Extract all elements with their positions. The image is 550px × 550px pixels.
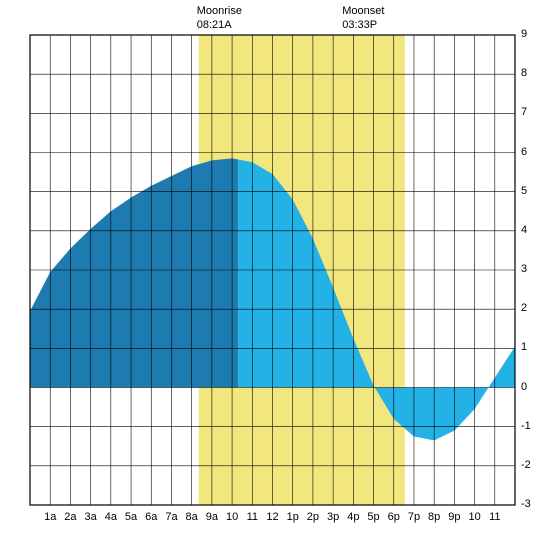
y-tick-label: -3 [521,498,541,510]
tide-chart: Moonrise 08:21A Moonset 03:33P -3-2-1012… [0,0,550,550]
x-tick-label: 1a [44,511,56,523]
moonrise-label: Moonrise [197,4,242,18]
x-tick-label: 10 [226,511,238,523]
x-tick-label: 5p [367,511,379,523]
y-tick-label: 0 [521,381,541,393]
x-tick-label: 12 [266,511,278,523]
x-tick-label: 8p [428,511,440,523]
x-tick-label: 4p [347,511,359,523]
y-tick-label: -1 [521,420,541,432]
x-tick-label: 1p [287,511,299,523]
x-tick-label: 2a [64,511,76,523]
x-tick-label: 9a [206,511,218,523]
x-tick-label: 8a [186,511,198,523]
chart-svg [0,0,550,550]
y-tick-label: 7 [521,106,541,118]
y-tick-label: 5 [521,185,541,197]
x-tick-label: 6p [388,511,400,523]
moonrise-annotation: Moonrise 08:21A [197,4,242,33]
x-tick-label: 7p [408,511,420,523]
y-tick-label: 2 [521,302,541,314]
y-tick-label: 8 [521,67,541,79]
moonset-label: Moonset [342,4,384,18]
y-tick-label: 3 [521,263,541,275]
x-tick-label: 4a [105,511,117,523]
x-tick-label: 11 [489,511,500,523]
y-tick-label: -2 [521,459,541,471]
x-tick-label: 3a [85,511,97,523]
x-tick-label: 3p [327,511,339,523]
x-tick-label: 6a [145,511,157,523]
moonset-annotation: Moonset 03:33P [342,4,384,33]
x-tick-label: 9p [448,511,460,523]
x-tick-label: 5a [125,511,137,523]
x-tick-label: 2p [307,511,319,523]
x-tick-label: 11 [247,511,258,523]
x-tick-label: 10 [468,511,480,523]
y-tick-label: 9 [521,28,541,40]
y-tick-label: 4 [521,224,541,236]
moonrise-time: 08:21A [197,18,242,32]
y-tick-label: 1 [521,341,541,353]
x-tick-label: 7a [165,511,177,523]
y-tick-label: 6 [521,146,541,158]
moonset-time: 03:33P [342,18,384,32]
